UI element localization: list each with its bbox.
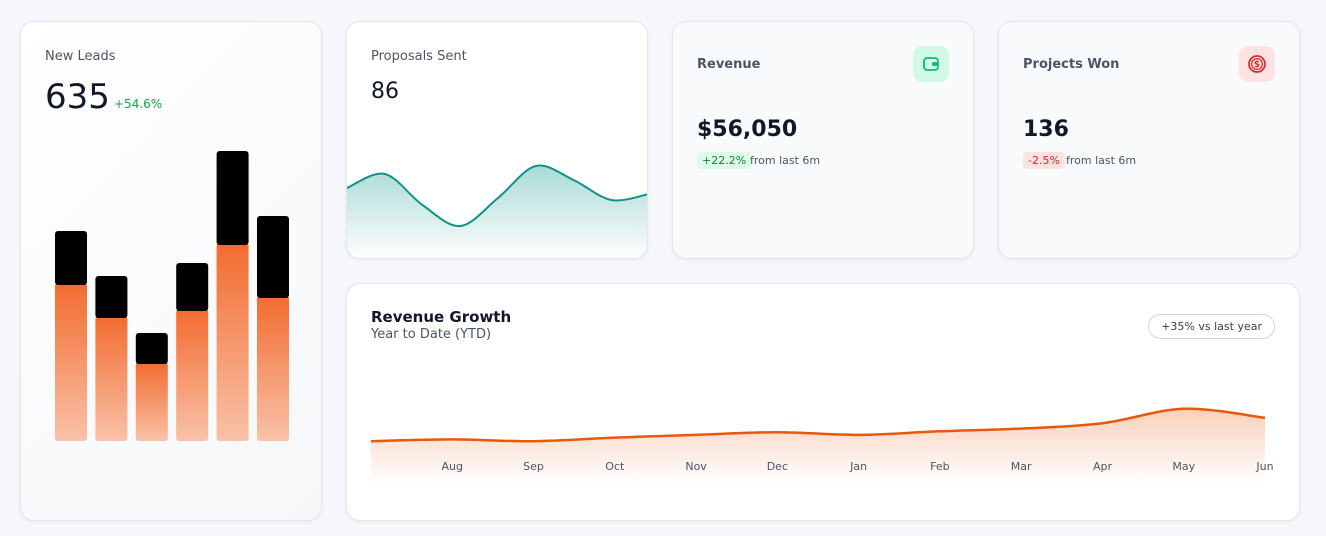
month-tick-label: Dec [766,460,789,473]
leads-bar-lower [55,283,87,441]
dollar-icon: $ [1239,46,1275,82]
revenue-value: $56,050 [697,117,798,142]
leads-bar-upper [55,231,87,285]
month-tick-label: Jan [850,460,868,473]
proposals-sent-line [347,164,647,228]
month-tick-label: Mar [1010,460,1032,473]
leads-bar-lower [176,309,209,441]
svg-text:$: $ [1254,60,1260,70]
new-leads-value: 635 [45,77,110,117]
leads-bar-upper [216,151,249,245]
revenue-growth-card: Revenue Growth Year to Date (YTD) +35% v… [346,283,1300,521]
leads-bar-lower [135,362,168,441]
projects-won-label: Projects Won [1023,57,1120,72]
leads-bar-lower [257,296,289,441]
month-tick-label: Apr [1092,460,1112,473]
proposals-sent-area-chart [347,164,647,258]
projects-won-card: Projects Won $ 136 -2.5% from last 6m [998,21,1300,259]
month-tick-label: Jun [1256,460,1274,473]
new-leads-label: New Leads [45,49,116,64]
revenue-change-badge: +22.2% [697,152,752,169]
month-tick-label: Nov [685,460,707,473]
leads-bar-lower [95,316,128,441]
revenue-growth-title: Revenue Growth [371,308,512,326]
proposals-sent-area [347,165,647,258]
leads-bar-upper [257,216,289,298]
month-tick-label: Oct [605,460,625,473]
revenue-growth-line [370,407,1266,443]
leads-bar-upper [95,276,128,318]
proposals-sent-value: 86 [371,79,399,104]
month-tick-label: May [1172,460,1196,473]
proposals-sent-card: Proposals Sent 86 [346,21,648,259]
new-leads-card: New Leads 635 +54.6% [20,21,322,521]
leads-bar-upper [176,263,209,311]
projects-won-change-sub: from last 6m [1066,154,1137,167]
projects-won-change-badge: -2.5% [1023,152,1065,169]
revenue-growth-area [371,408,1265,484]
revenue-label: Revenue [697,57,761,72]
revenue-growth-badge[interactable]: +35% vs last year [1148,314,1275,339]
new-leads-bar-chart [55,151,289,441]
projects-won-value: 136 [1023,117,1069,142]
wallet-icon [913,46,949,82]
revenue-change-sub: from last 6m [750,154,821,167]
leads-bar-lower [216,243,249,441]
month-tick-label: Sep [523,460,544,473]
month-tick-label: Feb [930,460,950,473]
leads-bar-upper [135,333,168,364]
new-leads-change: +54.6% [114,97,163,111]
revenue-growth-area-chart [370,407,1266,484]
revenue-card: Revenue $56,050 +22.2% from last 6m [672,21,974,259]
proposals-sent-label: Proposals Sent [371,49,467,64]
revenue-growth-subtitle: Year to Date (YTD) [371,327,492,342]
month-tick-label: Aug [441,460,464,473]
